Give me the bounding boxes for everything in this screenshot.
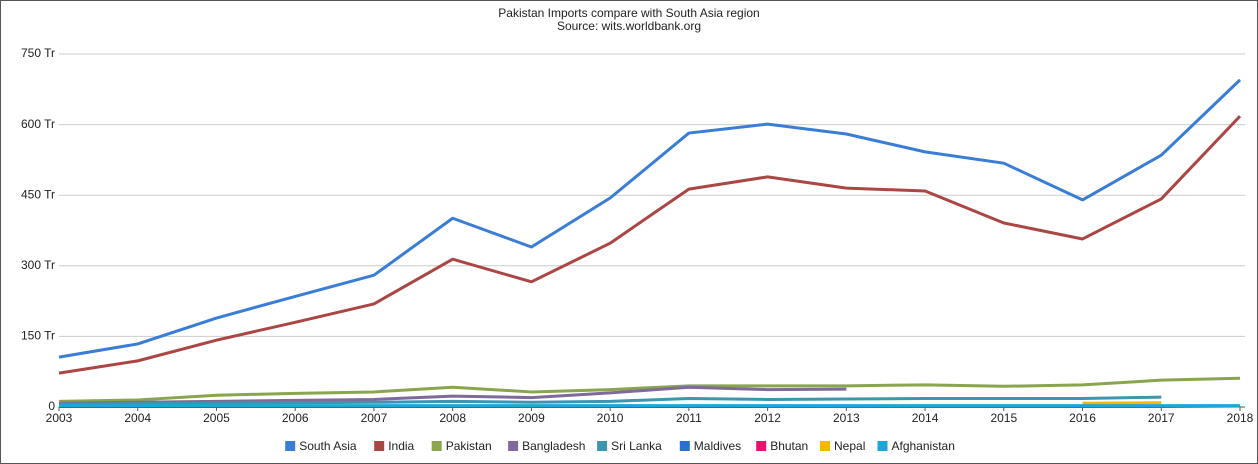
x-tick-label: 2008	[439, 411, 466, 425]
legend-swatch	[374, 441, 385, 451]
x-tick-label: 2016	[1069, 411, 1096, 425]
legend-label: Bangladesh	[522, 439, 585, 453]
legend-swatch	[597, 441, 608, 451]
series-line	[58, 115, 1242, 375]
x-tick-label: 2011	[676, 411, 702, 425]
legend-label: India	[388, 439, 414, 453]
legend-label: Maldives	[694, 439, 741, 453]
x-tick-label: 2003	[46, 411, 73, 425]
y-tick-label: 450 Tr	[21, 187, 55, 201]
y-tick-label: 150 Tr	[21, 329, 55, 343]
x-tick-label: 2006	[282, 411, 309, 425]
x-tick-label: 2009	[518, 411, 545, 425]
legend-swatch	[679, 441, 690, 451]
series-line	[58, 395, 1162, 406]
chart-title: Pakistan Imports compare with South Asia…	[498, 6, 759, 20]
series-line	[58, 376, 1241, 403]
x-tick-label: 2005	[203, 411, 230, 425]
x-tick-label: 2015	[990, 411, 1017, 425]
x-tick-label: 2012	[754, 411, 781, 425]
y-tick-label: 750 Tr	[21, 46, 55, 60]
x-tick-label: 2010	[597, 411, 624, 425]
x-tick-label: 2018	[1227, 411, 1254, 425]
y-tick-label: 0	[48, 399, 55, 413]
legend-label: Sri Lanka	[611, 439, 662, 453]
y-tick-label: 600 Tr	[21, 117, 55, 131]
legend-swatch	[508, 441, 519, 451]
x-tick-label: 2017	[1148, 411, 1175, 425]
x-tick-label: 2007	[361, 411, 388, 425]
legend-label: Pakistan	[446, 439, 492, 453]
legend-swatch	[756, 441, 767, 451]
series-line	[58, 78, 1242, 359]
legend-swatch	[820, 441, 830, 451]
series-line	[58, 385, 847, 405]
y-tick-label: 300 Tr	[21, 258, 55, 272]
legend-label: Nepal	[834, 439, 865, 453]
x-tick-label: 2014	[912, 411, 939, 425]
legend-label: South Asia	[299, 439, 357, 453]
legend-swatch	[431, 441, 442, 451]
x-tick-label: 2004	[124, 411, 151, 425]
legend-swatch	[285, 441, 296, 451]
legend-swatch	[877, 441, 888, 451]
x-tick-label: 2013	[833, 411, 860, 425]
legend-label: Afghanistan	[892, 439, 955, 453]
legend-label: Bhutan	[770, 439, 808, 453]
chart-subtitle: Source: wits.worldbank.org	[557, 19, 701, 33]
